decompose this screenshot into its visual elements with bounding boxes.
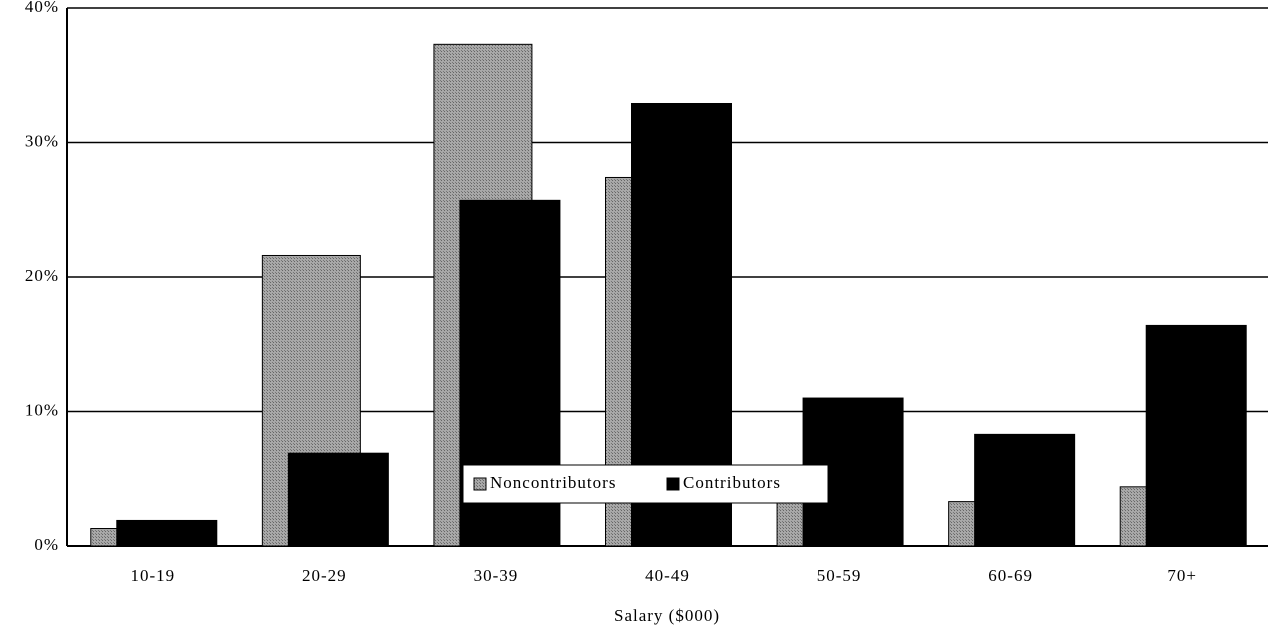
y-tick-label: 20% bbox=[25, 266, 59, 285]
y-tick-label: 10% bbox=[25, 400, 59, 419]
y-tick-label: 40% bbox=[25, 0, 59, 16]
x-tick-label: 70+ bbox=[1167, 566, 1197, 585]
y-tick-label: 0% bbox=[34, 535, 59, 554]
bar bbox=[287, 452, 389, 547]
x-tick-label: 40-49 bbox=[645, 566, 690, 585]
x-axis-label: Salary ($000) bbox=[614, 606, 720, 625]
x-tick-label: 60-69 bbox=[988, 566, 1033, 585]
bar bbox=[1145, 324, 1247, 547]
y-tick-label: 30% bbox=[25, 131, 59, 150]
bar bbox=[116, 519, 218, 547]
legend-swatch bbox=[473, 477, 487, 491]
x-tick-label: 30-39 bbox=[474, 566, 519, 585]
legend-box bbox=[462, 464, 829, 504]
legend-label: Noncontributors bbox=[490, 473, 616, 492]
bar bbox=[974, 433, 1076, 547]
x-tick-label: 50-59 bbox=[817, 566, 862, 585]
legend-label: Contributors bbox=[683, 473, 781, 492]
x-tick-label: 20-29 bbox=[302, 566, 347, 585]
legend-swatch bbox=[666, 477, 680, 491]
x-tick-label: 10-19 bbox=[130, 566, 175, 585]
